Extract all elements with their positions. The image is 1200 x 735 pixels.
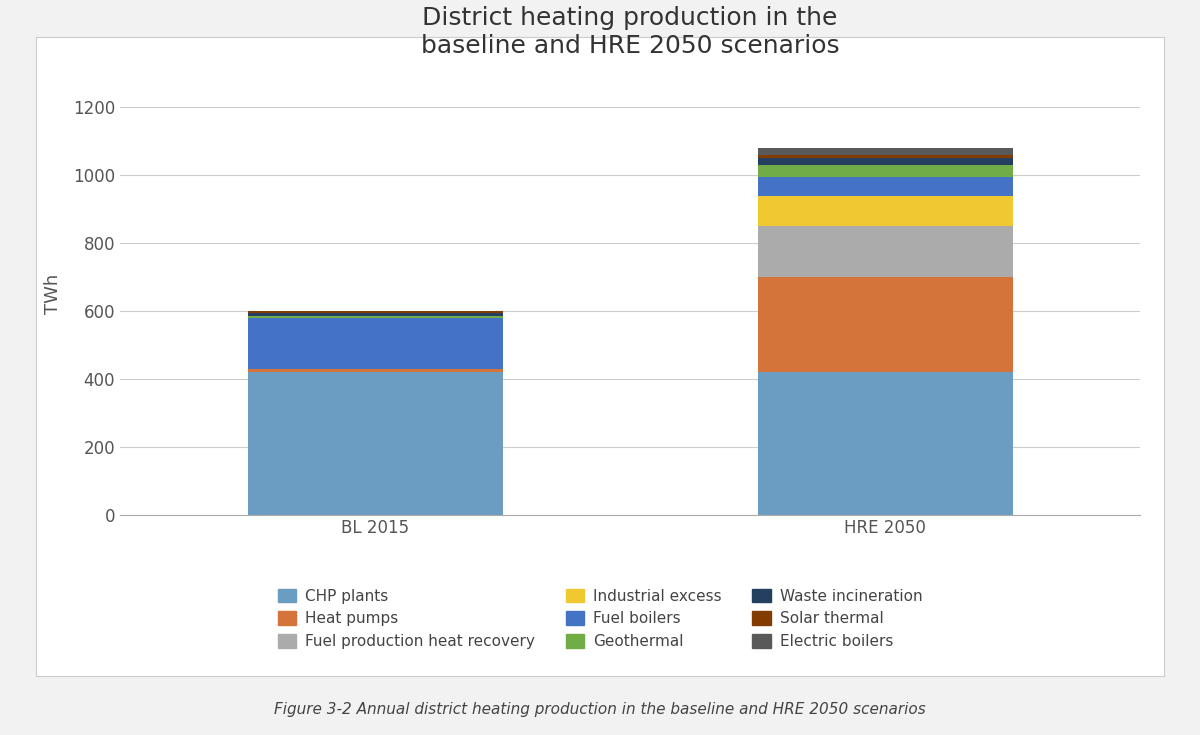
Bar bbox=[757, 148, 1013, 155]
Bar bbox=[757, 196, 1013, 226]
Bar bbox=[757, 226, 1013, 277]
Bar bbox=[757, 165, 1013, 177]
Legend: CHP plants, Heat pumps, Fuel production heat recovery, Industrial excess, Fuel b: CHP plants, Heat pumps, Fuel production … bbox=[265, 576, 935, 662]
Bar bbox=[247, 311, 503, 312]
Bar bbox=[247, 316, 503, 318]
Bar bbox=[247, 312, 503, 316]
Text: Figure 3-2 Annual district heating production in the baseline and HRE 2050 scena: Figure 3-2 Annual district heating produ… bbox=[274, 702, 926, 717]
Bar bbox=[757, 158, 1013, 165]
Bar bbox=[757, 177, 1013, 196]
Title: District heating production in the
baseline and HRE 2050 scenarios: District heating production in the basel… bbox=[421, 6, 839, 57]
Bar bbox=[247, 369, 503, 372]
Y-axis label: TWh: TWh bbox=[43, 274, 61, 314]
Bar bbox=[757, 155, 1013, 158]
Bar bbox=[247, 318, 503, 369]
Bar bbox=[757, 372, 1013, 514]
Bar bbox=[247, 372, 503, 514]
Bar bbox=[757, 277, 1013, 372]
